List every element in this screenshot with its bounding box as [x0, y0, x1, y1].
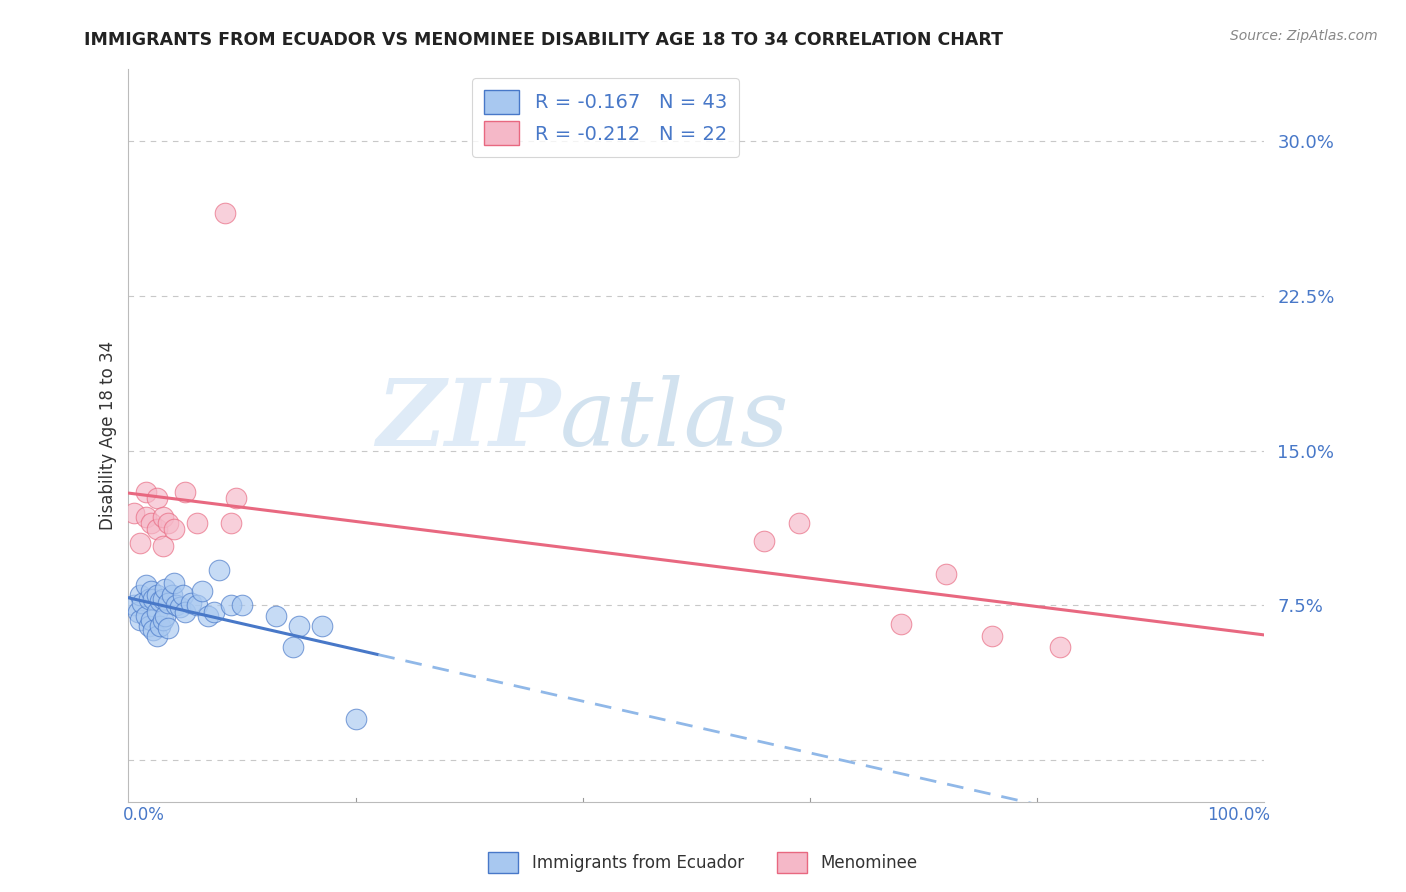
Point: [935, 567, 957, 582]
Point: [134, 509, 156, 524]
Point: [264, 608, 287, 623]
Legend: Immigrants from Ecuador, Menominee: Immigrants from Ecuador, Menominee: [482, 846, 924, 880]
Text: 0.0%: 0.0%: [122, 805, 165, 823]
Point: [186, 599, 208, 613]
Legend: R = -0.167   N = 43, R = -0.212   N = 22: R = -0.167 N = 43, R = -0.212 N = 22: [472, 78, 738, 157]
Text: ZIP: ZIP: [375, 376, 560, 466]
Point: [174, 484, 197, 499]
Point: [311, 619, 333, 633]
Point: [153, 582, 176, 596]
Point: [146, 588, 169, 602]
Point: [980, 629, 1002, 643]
Point: [186, 516, 208, 530]
Point: [152, 613, 174, 627]
Point: [152, 539, 174, 553]
Point: [134, 578, 156, 592]
Point: [146, 605, 169, 619]
Point: [169, 600, 191, 615]
Point: [1049, 640, 1071, 654]
Point: [160, 588, 183, 602]
Point: [138, 619, 160, 633]
Point: [754, 534, 776, 549]
Point: [172, 588, 194, 602]
Point: [141, 584, 163, 599]
Point: [134, 484, 156, 499]
Point: [174, 605, 197, 619]
Point: [231, 599, 253, 613]
Point: [146, 629, 169, 643]
Text: Source: ZipAtlas.com: Source: ZipAtlas.com: [1230, 29, 1378, 43]
Point: [152, 509, 174, 524]
Point: [202, 605, 225, 619]
Point: [281, 640, 304, 654]
Point: [157, 621, 180, 635]
Point: [288, 619, 311, 633]
Point: [214, 206, 236, 220]
Point: [163, 575, 186, 590]
Point: [344, 712, 367, 726]
Point: [122, 599, 145, 613]
Point: [134, 608, 156, 623]
Point: [131, 596, 153, 610]
Text: 100.0%: 100.0%: [1206, 805, 1270, 823]
Point: [225, 491, 247, 505]
Point: [149, 619, 172, 633]
Point: [787, 516, 810, 530]
Point: [153, 608, 176, 623]
Point: [128, 613, 150, 627]
Point: [146, 491, 169, 505]
Text: IMMIGRANTS FROM ECUADOR VS MENOMINEE DISABILITY AGE 18 TO 34 CORRELATION CHART: IMMIGRANTS FROM ECUADOR VS MENOMINEE DIS…: [84, 31, 1004, 49]
Text: atlas: atlas: [560, 376, 790, 466]
Point: [141, 516, 163, 530]
Point: [180, 596, 202, 610]
Point: [191, 584, 214, 599]
Point: [146, 522, 169, 536]
Point: [142, 592, 165, 607]
Point: [157, 596, 180, 610]
Point: [138, 592, 160, 607]
Point: [219, 599, 242, 613]
Point: [149, 594, 172, 608]
Y-axis label: Disability Age 18 to 34: Disability Age 18 to 34: [100, 341, 117, 530]
Point: [197, 608, 219, 623]
Point: [165, 599, 187, 613]
Point: [219, 516, 242, 530]
Point: [128, 536, 150, 550]
Point: [128, 588, 150, 602]
Point: [127, 605, 149, 619]
Point: [157, 516, 180, 530]
Point: [141, 613, 163, 627]
Point: [890, 617, 912, 632]
Point: [122, 506, 145, 520]
Point: [152, 592, 174, 607]
Point: [142, 624, 165, 638]
Point: [208, 563, 231, 577]
Point: [163, 522, 186, 536]
